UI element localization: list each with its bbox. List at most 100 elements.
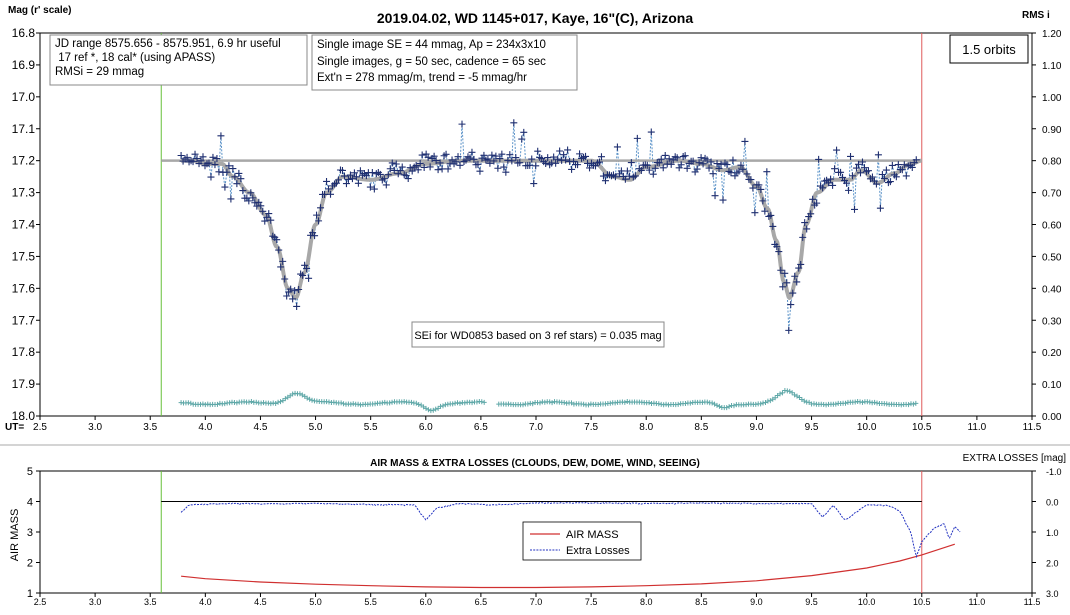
data-point [550,153,558,161]
data-point [227,195,235,203]
rms-point [607,400,613,406]
data-point [791,272,799,280]
data-point [434,166,442,174]
rms-point [910,401,916,407]
data-point [757,185,765,193]
data-point [213,155,221,163]
rms-point [753,401,759,407]
bottom-x-tick-label: 11.0 [968,597,985,607]
data-point [667,160,675,168]
data-point [856,169,864,177]
bottom-y-tick-labels: 5 4 3 2 1 [27,466,33,600]
legend-extra-losses-label: Extra Losses [566,545,630,557]
bottom-y2-tick-label: -1.0 [1046,467,1062,477]
rms-point [214,401,220,407]
top-x-tick-label: 9.0 [749,422,763,433]
rms-point [779,390,785,396]
top-x-tick-label: 6.0 [419,422,433,433]
data-point [249,194,257,202]
data-point [677,161,685,169]
top-y2-tick-label: 0.40 [1042,284,1062,295]
data-point [263,213,271,221]
info-mid-line-2: Single images, g = 50 sec, cadence = 65 … [317,56,546,68]
data-point [544,154,552,162]
bottom-y-tick-label: 5 [27,466,33,478]
data-point [912,156,920,164]
data-point [564,146,572,154]
data-point [627,159,635,167]
rms-point [430,407,436,413]
bottom-x-tick-label: 6.0 [420,597,433,607]
rms-point [906,402,912,408]
data-point [424,153,432,161]
data-point [452,158,460,166]
data-point [344,175,352,183]
rms-point [656,401,662,407]
bottom-x-tick-labels: 2.5 3.0 3.5 4.0 4.5 5.0 5.5 6.0 6.5 7.0 7.5 8.0 8.5 9… [34,597,1041,607]
data-point [518,135,526,143]
rms-point [765,398,771,404]
data-point [520,128,528,136]
data-point [476,167,484,175]
data-point [631,172,639,180]
data-point [313,211,321,219]
data-point [665,155,673,163]
data-point [878,171,886,179]
data-point [498,150,506,158]
bottom-x-tick-label: 6.5 [475,597,488,607]
bottom-y-tick-label: 4 [27,497,33,509]
data-point [448,156,456,164]
data-point [283,292,291,300]
data-point [470,155,478,163]
info-left-line-1: JD range 8575.656 - 8575.951, 6.9 hr use… [55,38,281,50]
rms-point [859,399,865,405]
top-x-tick-label: 3.5 [143,422,157,433]
data-point [775,248,783,256]
rms-point [772,395,778,401]
data-point [888,161,896,169]
data-point [673,154,681,162]
data-point [755,181,763,189]
data-point [205,159,213,167]
data-point [334,176,342,184]
data-point [813,199,821,207]
data-point [404,175,412,183]
rms-point [520,402,526,408]
data-point [705,164,713,172]
rms-point [479,399,485,405]
rms-point [304,395,310,401]
data-point [305,274,313,282]
data-point [560,151,568,159]
rms-point [246,399,252,405]
data-point [352,173,360,181]
data-point [484,155,492,163]
data-point [825,179,833,187]
data-point [707,158,715,166]
data-point [695,159,703,167]
data-point [574,161,582,169]
data-point [851,205,859,213]
data-point [876,204,884,212]
top-y-tick-label: 17.6 [12,281,36,295]
data-point [769,222,777,230]
data-point [621,175,629,183]
data-point [414,166,422,174]
data-point [317,204,325,212]
rms-point [537,400,543,406]
data-point [880,174,888,182]
data-point [599,172,607,180]
data-point [781,269,789,277]
bottom-x-tick-label: 7.0 [530,597,543,607]
data-point [699,160,707,168]
data-point [458,120,466,128]
data-point [311,232,319,240]
top-chart-title: 2019.04.02, WD 1145+017, Kaye, 16"(C), A… [377,10,693,26]
data-point [807,210,815,218]
top-x-tick-label: 8.0 [639,422,653,433]
rms-point [663,401,669,407]
data-point [265,210,273,218]
data-point [697,154,705,162]
data-point [777,266,785,274]
rms-point [425,407,431,413]
top-x-tick-label: 10.5 [912,422,932,433]
